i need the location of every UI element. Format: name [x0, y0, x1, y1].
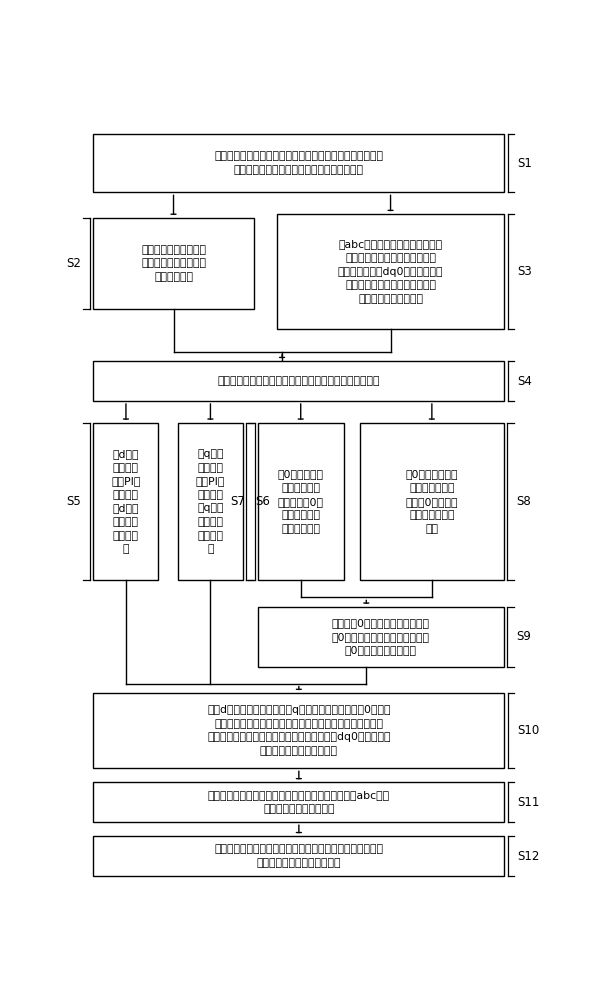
- Text: S6: S6: [255, 495, 270, 508]
- FancyBboxPatch shape: [258, 607, 504, 667]
- Text: 将所述电网实时电压值
进行计算得出电网电压
基波正序角度: 将所述电网实时电压值 进行计算得出电网电压 基波正序角度: [141, 245, 206, 282]
- Text: S12: S12: [517, 850, 539, 863]
- FancyBboxPatch shape: [93, 134, 504, 192]
- FancyBboxPatch shape: [93, 782, 504, 822]
- FancyBboxPatch shape: [93, 218, 253, 309]
- Text: 所述d轴电流环控制输出值、q轴电流环控制输出值和0轴电流
环控制输出值、电网基波正序角速度、旋转坐标电网实时电
压值、旋转坐标电感实时电流值进行计算得出dq0旋: 所述d轴电流环控制输出值、q轴电流环控制输出值和0轴电流 环控制输出值、电网基波…: [207, 705, 391, 756]
- Text: 将abc静止坐标系下的所述电网实
时电压值、电感实时电流值通过
派克变换换算成dq0旋转坐标系下
的旋转坐标电网实时电压值、旋
转坐标电感实时电流值: 将abc静止坐标系下的所述电网实 时电压值、电感实时电流值通过 派克变换换算成d…: [338, 239, 443, 304]
- FancyBboxPatch shape: [258, 423, 344, 580]
- Text: S7: S7: [231, 495, 245, 508]
- FancyBboxPatch shape: [93, 361, 504, 401]
- FancyBboxPatch shape: [360, 423, 504, 580]
- Text: S2: S2: [66, 257, 81, 270]
- Text: 将0轴电流误差值
进行重复控制运
算得出0轴电流环
重复控制运算输
出值: 将0轴电流误差值 进行重复控制运 算得出0轴电流环 重复控制运算输 出值: [406, 469, 458, 534]
- Text: 将所述旋转坐标电感实时电流值进行计算得出电流误差值: 将所述旋转坐标电感实时电流值进行计算得出电流误差值: [217, 376, 380, 386]
- Text: S5: S5: [66, 495, 81, 508]
- Text: S8: S8: [516, 495, 531, 508]
- Text: 将d轴电
流误差值
进行PI控
制运算得
出d轴电
流环控制
运算输出
值: 将d轴电 流误差值 进行PI控 制运算得 出d轴电 流环控制 运算输出 值: [111, 449, 141, 554]
- FancyBboxPatch shape: [93, 693, 504, 768]
- FancyBboxPatch shape: [178, 423, 243, 580]
- Text: S1: S1: [517, 157, 532, 170]
- FancyBboxPatch shape: [93, 423, 158, 580]
- Text: 将所述旋转坐标调制波实时值通过派克反变换换算成abc静止
坐标系下的调制波实时值: 将所述旋转坐标调制波实时值通过派克反变换换算成abc静止 坐标系下的调制波实时值: [208, 790, 390, 814]
- Text: 根据所述0轴鲁棒控制运算输出值
和0轴重复控制运算输出值，计算
出0轴电流环控制输出值: 根据所述0轴鲁棒控制运算输出值 和0轴重复控制运算输出值，计算 出0轴电流环控制…: [332, 618, 430, 655]
- Text: S10: S10: [517, 724, 539, 737]
- FancyBboxPatch shape: [277, 214, 504, 329]
- Text: S4: S4: [517, 375, 532, 388]
- Text: 将q轴电
流误差值
进行PI控
制运算得
出q轴电
流环控制
运算输出
值: 将q轴电 流误差值 进行PI控 制运算得 出q轴电 流环控制 运算输出 值: [196, 449, 225, 554]
- Text: 利用所述调制波实时值生成实时调制信号，并根据所述实时
调制信号控制静止无功发生器: 利用所述调制波实时值生成实时调制信号，并根据所述实时 调制信号控制静止无功发生器: [214, 844, 383, 868]
- Text: S3: S3: [517, 265, 531, 278]
- FancyBboxPatch shape: [93, 836, 504, 876]
- Text: 将0轴电流误差
值进行鲁棒控
制运算得出0轴
电流环鲁棒控
制运算输出值: 将0轴电流误差 值进行鲁棒控 制运算得出0轴 电流环鲁棒控 制运算输出值: [278, 469, 323, 534]
- Text: S11: S11: [517, 796, 539, 809]
- Text: S9: S9: [516, 630, 531, 643]
- Text: 获取静止无功发生器并网处的电网实时电压值和电感实时电
流值、电网基波正序角速度和负载实时电流值: 获取静止无功发生器并网处的电网实时电压值和电感实时电 流值、电网基波正序角速度和…: [214, 151, 383, 175]
